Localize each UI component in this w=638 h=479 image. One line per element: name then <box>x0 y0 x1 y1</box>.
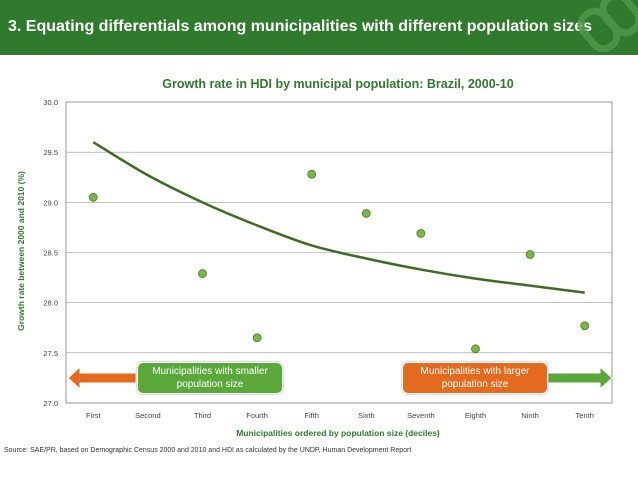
y-tick-label: 27.0 <box>43 399 58 408</box>
x-tick-label: Eighth <box>465 411 486 420</box>
arrow-left-icon <box>67 365 137 391</box>
data-point <box>88 192 98 202</box>
y-tick-label: 30.0 <box>43 98 58 107</box>
callout-smaller-population: Municipalities with smaller population s… <box>137 362 283 394</box>
gridlines <box>66 101 612 404</box>
y-tick-label: 29.5 <box>43 148 58 157</box>
callout-larger-population: Municipalities with larger population si… <box>402 362 548 394</box>
data-point <box>525 250 535 259</box>
y-tick-label: 29.0 <box>43 198 58 207</box>
x-axis-ticks: First Second Third Fourth Fifth Sixth Seventh E… <box>86 411 594 420</box>
chart-area: Growth rate in HDI by municipal populati… <box>0 55 638 479</box>
data-point <box>416 229 426 238</box>
data-point <box>580 321 590 331</box>
data-point <box>307 169 317 179</box>
chain-link-icon <box>577 0 638 53</box>
chart-title: Growth rate in HDI by municipal populati… <box>162 77 513 91</box>
y-axis-ticks: 27.0 27.5 28.0 28.5 29.0 29.5 30.0 <box>43 98 58 408</box>
data-point <box>198 269 207 278</box>
data-point <box>252 333 262 343</box>
x-axis-label: Municipalities ordered by population siz… <box>236 428 440 438</box>
x-tick-label: Third <box>194 411 211 420</box>
y-tick-label: 28.5 <box>43 249 58 258</box>
data-point <box>361 208 371 218</box>
x-tick-label: First <box>86 411 101 420</box>
slide-title: 3. Equating differentials among municipa… <box>8 18 593 35</box>
x-tick-label: Seventh <box>407 411 435 420</box>
trendline <box>92 141 585 294</box>
x-tick-label: Sixth <box>358 411 375 420</box>
slide-header: 3. Equating differentials among municipa… <box>0 0 638 55</box>
arrow-right-icon <box>547 365 613 391</box>
source-note: Source: SAE/PR, based on Demographic Cen… <box>4 447 412 454</box>
y-tick-label: 28.0 <box>43 299 58 308</box>
x-tick-label: Second <box>135 411 160 420</box>
x-tick-label: Ninth <box>521 411 539 420</box>
x-tick-label: Tenth <box>576 411 594 420</box>
x-tick-label: Fourth <box>246 411 268 420</box>
data-points <box>88 169 590 354</box>
y-tick-label: 27.5 <box>43 349 58 358</box>
x-tick-label: Fifth <box>304 411 319 420</box>
y-axis-label: Growth rate between 2000 and 2010 (%) <box>16 171 26 331</box>
data-point <box>471 344 480 354</box>
chart: Growth rate in HDI by municipal populati… <box>16 77 613 438</box>
